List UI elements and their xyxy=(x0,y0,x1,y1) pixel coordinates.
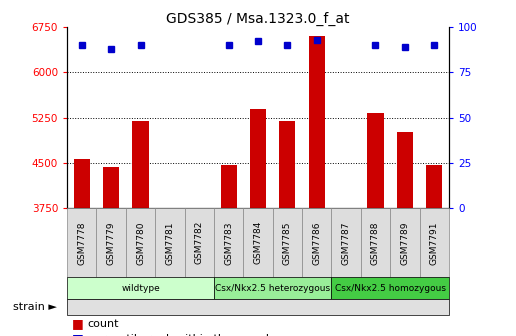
Text: GSM7782: GSM7782 xyxy=(195,221,204,264)
Text: strain ►: strain ► xyxy=(13,302,57,312)
Bar xyxy=(367,113,383,208)
Text: GSM7779: GSM7779 xyxy=(107,221,116,264)
Bar xyxy=(103,167,119,208)
Text: GSM7781: GSM7781 xyxy=(166,221,174,264)
Text: ■: ■ xyxy=(72,317,84,330)
Text: Csx/Nkx2.5 homozygous: Csx/Nkx2.5 homozygous xyxy=(335,284,446,293)
Bar xyxy=(309,36,325,208)
Title: GDS385 / Msa.1323.0_f_at: GDS385 / Msa.1323.0_f_at xyxy=(166,12,350,26)
Text: count: count xyxy=(88,319,119,329)
Text: GSM7789: GSM7789 xyxy=(400,221,409,264)
Bar xyxy=(397,131,413,208)
Text: ■: ■ xyxy=(72,332,84,336)
Text: GSM7785: GSM7785 xyxy=(283,221,292,264)
Text: GSM7783: GSM7783 xyxy=(224,221,233,264)
Bar xyxy=(250,109,266,208)
Bar xyxy=(133,121,149,208)
Text: GSM7784: GSM7784 xyxy=(253,221,263,264)
Text: Csx/Nkx2.5 heterozygous: Csx/Nkx2.5 heterozygous xyxy=(215,284,330,293)
Bar xyxy=(74,159,90,208)
Text: GSM7780: GSM7780 xyxy=(136,221,145,264)
Bar xyxy=(279,121,296,208)
Bar xyxy=(426,165,442,208)
Text: GSM7778: GSM7778 xyxy=(77,221,86,264)
Text: wildtype: wildtype xyxy=(121,284,160,293)
Text: GSM7791: GSM7791 xyxy=(430,221,439,264)
Text: GSM7787: GSM7787 xyxy=(342,221,350,264)
Text: GSM7788: GSM7788 xyxy=(371,221,380,264)
Text: percentile rank within the sample: percentile rank within the sample xyxy=(88,334,276,336)
Bar xyxy=(220,165,237,208)
Text: GSM7786: GSM7786 xyxy=(312,221,321,264)
